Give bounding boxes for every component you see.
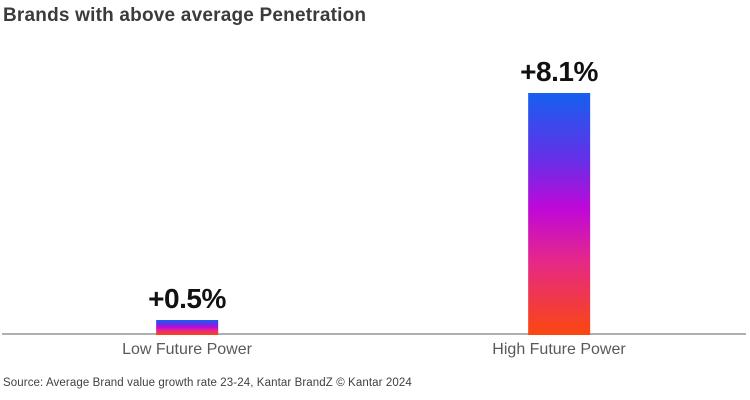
source-note: Source: Average Brand value growth rate … <box>3 377 412 389</box>
bar-low-future-power <box>155 320 218 335</box>
bar-high-future-power <box>527 93 590 335</box>
bar-value-label-low: +0.5% <box>148 283 226 314</box>
bar-value-label-high: +8.1% <box>520 56 598 87</box>
x-axis-label-high-future-power: High Future Power <box>492 341 626 358</box>
bar-group-low-future-power: +0.5% <box>148 283 226 335</box>
x-axis-label-low-future-power: Low Future Power <box>122 341 252 358</box>
bar-group-high-future-power: +8.1% <box>520 56 598 335</box>
chart-title: Brands with above average Penetration <box>3 5 367 26</box>
x-axis-line <box>2 333 746 335</box>
